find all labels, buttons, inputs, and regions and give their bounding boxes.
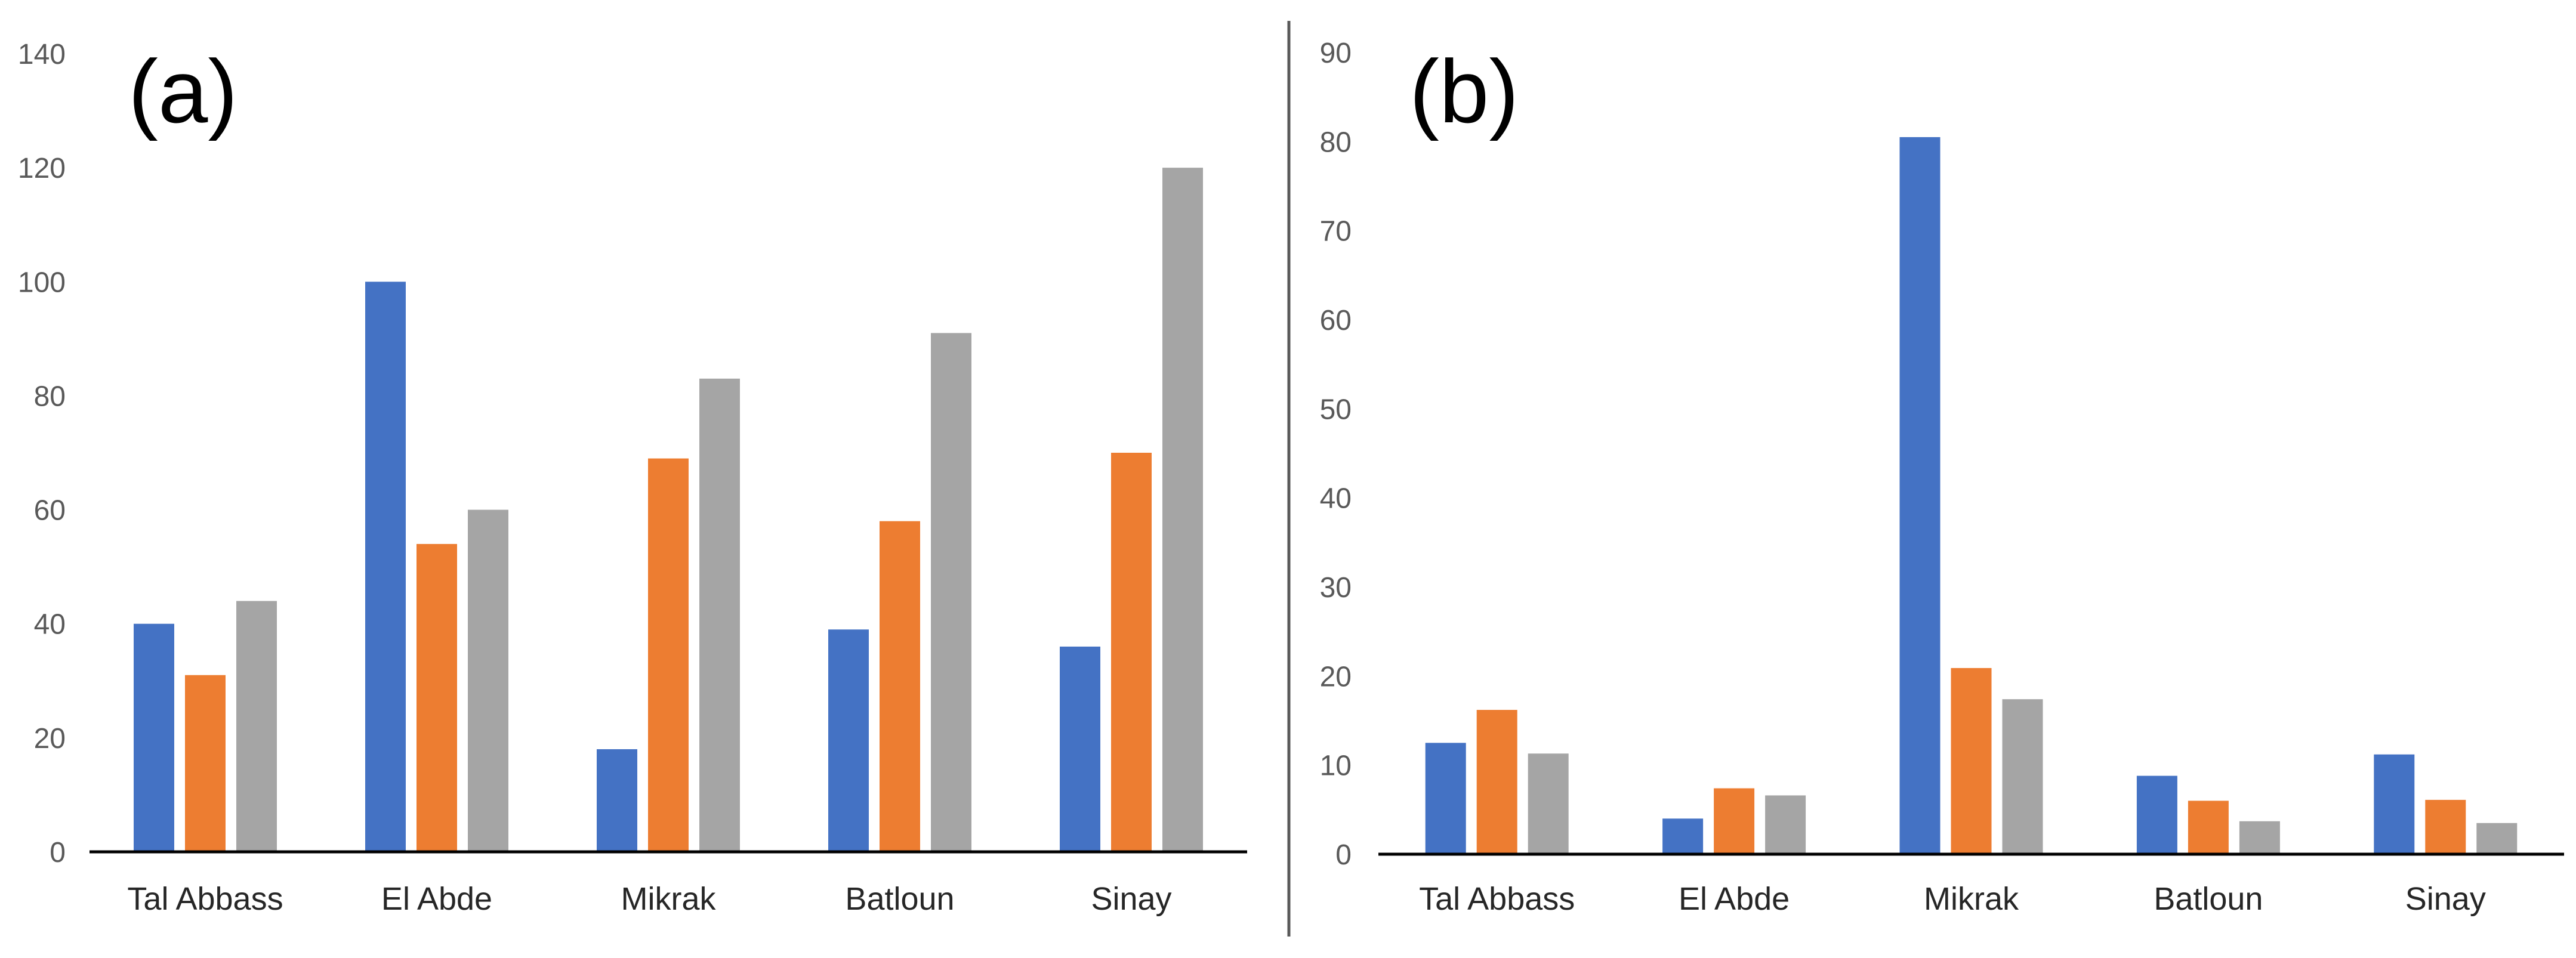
panel-label: (b) [1409, 41, 1519, 141]
y-tick-label: 20 [1320, 661, 1352, 693]
bar-sinay-series-3 [2476, 823, 2518, 854]
bar-sinay-series-3 [1162, 168, 1203, 852]
x-category-label: Tal Abbass [127, 881, 283, 917]
bar-el-abde-series-2 [1714, 788, 1755, 854]
x-category-label: Mikrak [621, 881, 717, 917]
bar-mikrak-series-1 [597, 749, 637, 852]
y-tick-label: 40 [34, 609, 66, 641]
x-category-label: Mikrak [1924, 881, 2019, 917]
bar-tal-abbass-series-3 [1528, 753, 1569, 854]
y-tick-label: 90 [1320, 38, 1352, 69]
y-tick-label: 0 [50, 837, 66, 869]
bar-el-abde-series-3 [468, 509, 508, 852]
bar-batloun-series-2 [880, 521, 920, 852]
chart-a: (a) 0 20 40 60 80 100 120 140 Tal Abbass El Abde Mi… [18, 39, 1247, 917]
bar-el-abde-series-2 [417, 543, 457, 852]
x-category-label: El Abde [1679, 881, 1790, 917]
bar-tal-abbass-series-2 [1476, 710, 1517, 854]
bar-mikrak-series-3 [699, 378, 740, 852]
y-tick-label: 10 [1320, 750, 1352, 782]
bar-mikrak-series-3 [2002, 699, 2043, 854]
bar-el-abde-series-1 [1662, 818, 1704, 854]
bar-tal-abbass-series-3 [236, 601, 277, 852]
bar-sinay-series-2 [1111, 453, 1152, 852]
chart-b: (b) 0 10 20 30 40 50 60 70 80 90 Tal Abbass El Abde M… [1320, 38, 2564, 917]
bar-batloun-series-1 [2136, 775, 2177, 854]
x-category-label: El Abde [381, 881, 492, 917]
bar-sinay-series-2 [2425, 799, 2466, 854]
panel-label: (a) [128, 41, 237, 141]
bar-sinay-series-1 [1060, 646, 1100, 852]
x-category-label: Tal Abbass [1419, 881, 1575, 917]
y-tick-label: 0 [1335, 839, 1352, 871]
y-tick-label: 60 [1320, 305, 1352, 336]
y-tick-label: 30 [1320, 572, 1352, 604]
bar-batloun-series-3 [931, 333, 971, 852]
y-tick-label: 60 [34, 495, 66, 527]
y-tick-label: 80 [34, 381, 66, 412]
bar-tal-abbass-series-1 [134, 623, 174, 852]
x-category-label: Sinay [2405, 881, 2486, 917]
bar-tal-abbass-series-1 [1425, 743, 1466, 854]
y-tick-label: 50 [1320, 394, 1352, 425]
bar-batloun-series-3 [2239, 821, 2280, 854]
bar-el-abde-series-3 [1765, 795, 1806, 854]
bar-el-abde-series-1 [365, 282, 406, 852]
bar-sinay-series-1 [2374, 754, 2415, 854]
bar-mikrak-series-2 [648, 458, 689, 852]
y-tick-label: 40 [1320, 483, 1352, 515]
x-category-label: Sinay [1091, 881, 1171, 917]
bar-batloun-series-1 [828, 629, 869, 852]
y-tick-label: 100 [18, 267, 66, 298]
bar-mikrak-series-1 [1899, 137, 1941, 854]
y-tick-label: 20 [34, 723, 66, 755]
bar-mikrak-series-2 [1951, 667, 1992, 854]
x-category-label: Batloun [2154, 881, 2263, 917]
y-tick-label: 140 [18, 39, 66, 70]
bar-batloun-series-2 [2188, 801, 2229, 854]
y-tick-label: 70 [1320, 216, 1352, 248]
x-category-label: Batloun [845, 881, 954, 917]
y-tick-label: 120 [18, 153, 66, 184]
bar-tal-abbass-series-2 [185, 675, 226, 852]
y-tick-label: 80 [1320, 126, 1352, 158]
